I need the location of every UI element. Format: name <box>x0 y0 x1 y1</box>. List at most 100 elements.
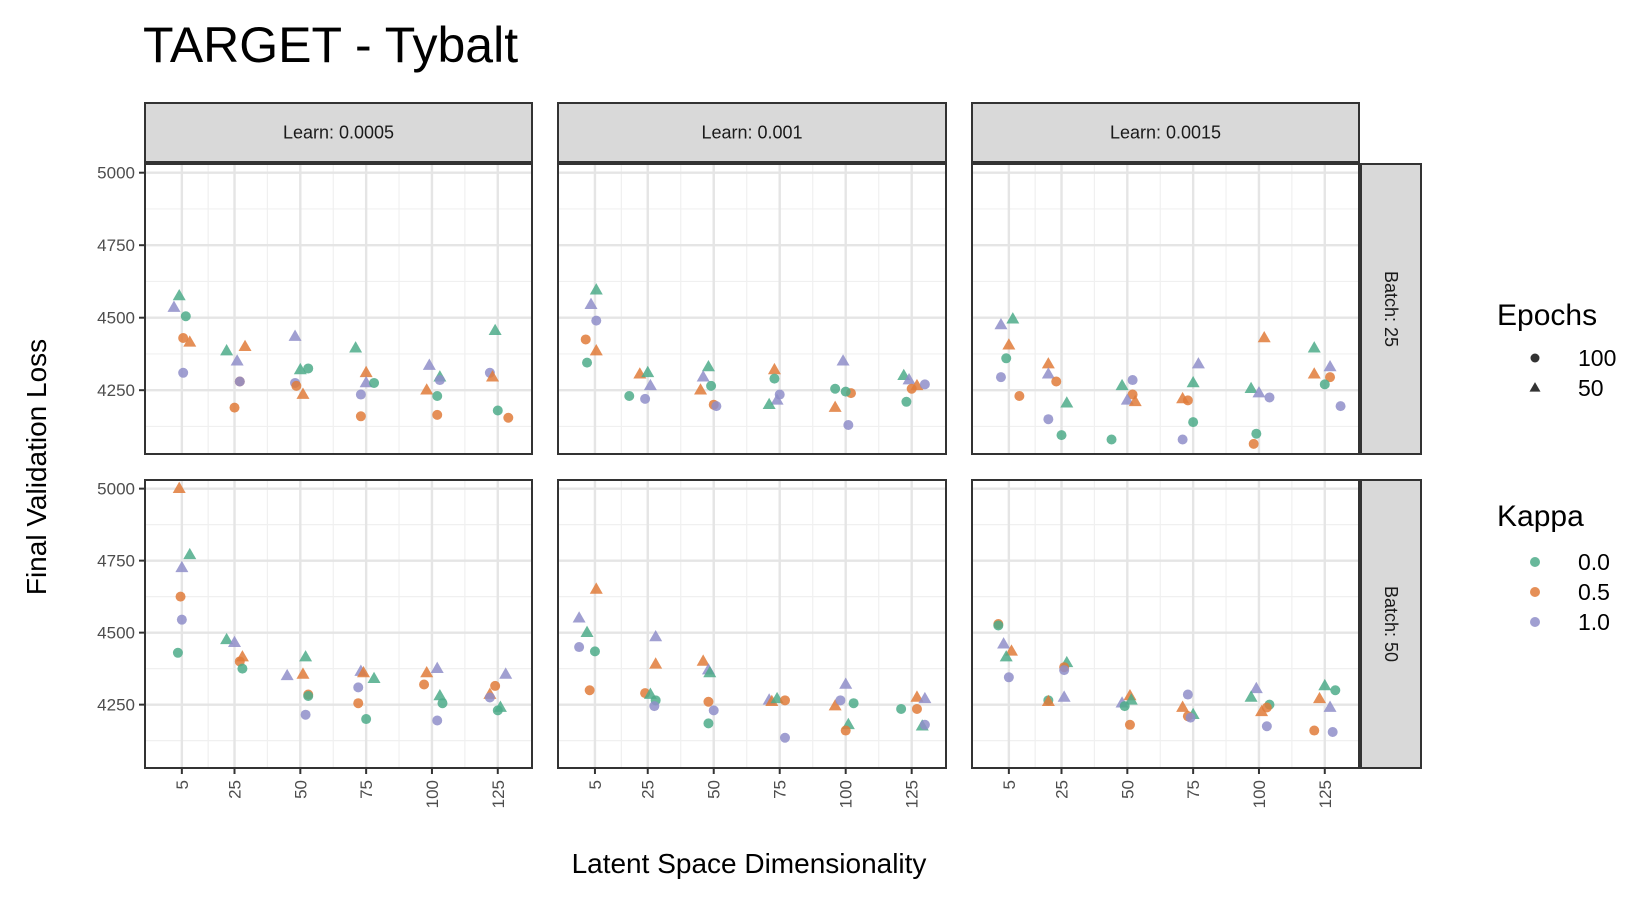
legend-label: 0.0 <box>1578 549 1610 575</box>
data-point-circle <box>830 383 841 394</box>
data-point-circle <box>1119 701 1130 712</box>
data-point-triangle <box>696 654 710 666</box>
legend-key-circle <box>1530 617 1540 627</box>
data-point-circle <box>1051 376 1062 387</box>
data-point-triangle <box>1176 700 1190 712</box>
data-point-triangle <box>280 668 294 681</box>
row-strip <box>1360 163 1422 455</box>
data-point-triangle <box>765 694 779 707</box>
panel-background <box>558 164 946 454</box>
data-point-triangle <box>296 387 310 399</box>
x-tick-label: 25 <box>639 780 658 799</box>
data-point-triangle <box>1004 644 1018 656</box>
data-point-circle <box>1251 428 1262 439</box>
y-tick-label: 4500 <box>97 624 135 643</box>
data-point-circle <box>911 703 922 714</box>
data-point-triangle <box>1124 693 1138 705</box>
data-point-triangle <box>828 699 842 711</box>
data-point-triangle <box>367 671 381 684</box>
legend-kappa: Kappa 0.0 0.5 1.0 <box>1497 500 1610 635</box>
data-point-circle <box>1043 414 1054 425</box>
data-point-triangle <box>1255 704 1269 717</box>
data-point-circle <box>835 695 846 706</box>
data-point-circle <box>303 363 314 374</box>
x-tick-label: 100 <box>837 780 856 808</box>
data-point-circle <box>176 614 187 625</box>
x-tick-label: 125 <box>489 780 508 808</box>
x-tick-label: 75 <box>1184 780 1203 799</box>
col-strip <box>971 102 1360 163</box>
data-point-triangle <box>994 317 1008 330</box>
data-point-circle <box>178 333 189 343</box>
facet-panel: 4250 4500 4750 5000 5 25 50 75 100 125 <box>97 479 533 808</box>
data-point-triangle <box>1041 367 1055 379</box>
data-point-circle <box>1182 689 1193 700</box>
data-point-triangle <box>1057 690 1071 702</box>
data-point-triangle <box>589 344 603 356</box>
data-point-triangle <box>238 339 252 351</box>
y-tick-label: 4500 <box>97 309 135 328</box>
y-tick-label: 4250 <box>97 696 135 715</box>
data-point-circle <box>1124 719 1135 730</box>
data-point-triangle <box>1249 681 1263 694</box>
x-tick-label: 5 <box>1000 780 1019 789</box>
data-point-circle <box>1014 391 1025 401</box>
data-point-triangle <box>918 691 932 704</box>
data-point-triangle <box>828 400 842 412</box>
data-point-triangle <box>420 665 434 678</box>
data-point-triangle <box>230 354 244 366</box>
data-point-triangle <box>1041 694 1055 707</box>
legend-key-triangle <box>1529 382 1541 392</box>
data-point-circle <box>769 373 780 384</box>
panel-background <box>145 164 532 454</box>
data-point-circle <box>1185 712 1196 723</box>
data-point-triangle <box>1257 330 1271 343</box>
data-point-triangle <box>1307 341 1321 353</box>
data-point-triangle <box>1115 378 1129 391</box>
x-tick-label: 75 <box>771 780 790 799</box>
x-tick-label: 25 <box>226 780 245 799</box>
data-point-triangle <box>1323 700 1337 712</box>
y-tick-label: 4750 <box>97 552 135 571</box>
col-strip <box>144 102 533 163</box>
facet-panel: 4250 4500 4750 5000 <box>97 163 533 455</box>
data-point-circle <box>574 642 585 653</box>
data-point-circle <box>708 705 719 716</box>
legend-key-circle <box>1530 557 1540 567</box>
data-point-circle <box>1188 417 1199 428</box>
data-point-circle <box>432 391 443 401</box>
data-point-circle <box>353 698 364 709</box>
y-axis-title: Final Validation Loss <box>21 339 52 595</box>
data-point-circle <box>1261 702 1272 713</box>
data-point-circle <box>1003 672 1014 683</box>
legend-title-epochs: Epochs <box>1497 299 1597 332</box>
data-point-circle <box>369 377 380 388</box>
data-point-circle <box>361 714 372 725</box>
data-point-triangle <box>422 358 436 370</box>
data-point-circle <box>624 391 635 401</box>
chart-title: TARGET - Tybalt <box>143 17 518 73</box>
data-point-circle <box>1106 434 1117 445</box>
data-point-triangle <box>430 661 444 673</box>
data-point-triangle <box>183 547 197 560</box>
data-point-triangle <box>172 481 186 493</box>
legend: Epochs 100 50 Kappa 0.0 0.5 1.0 <box>1497 299 1616 635</box>
data-point-triangle <box>172 288 186 301</box>
x-tick-label: 25 <box>1053 780 1072 799</box>
legend-label: 0.5 <box>1578 579 1610 605</box>
data-point-triangle <box>357 665 371 678</box>
x-tick-label: 125 <box>903 780 922 808</box>
x-tick-label: 5 <box>173 780 192 789</box>
data-point-triangle <box>584 297 598 309</box>
data-point-circle <box>1261 721 1272 732</box>
facet-panel <box>971 163 1360 455</box>
y-tick-label: 4750 <box>97 236 135 255</box>
data-point-triangle <box>997 637 1011 649</box>
data-point-triangle <box>902 373 916 385</box>
col-strip-label: Learn: 0.001 <box>701 123 802 143</box>
legend-label: 50 <box>1578 375 1604 401</box>
legend-key-circle <box>1530 587 1540 597</box>
data-point-triangle <box>296 667 310 679</box>
data-point-circle <box>1327 727 1338 737</box>
